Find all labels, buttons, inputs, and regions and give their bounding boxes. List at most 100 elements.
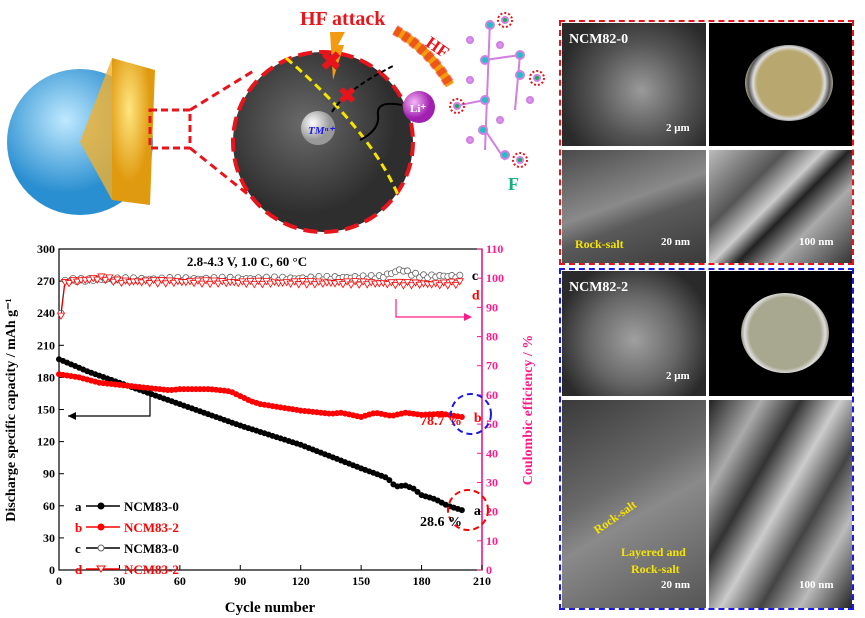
x-tick-label: 60 [174,574,186,588]
sample-name: NCM82-0 [569,32,629,47]
series-d-point [250,281,259,289]
series-c-point [412,269,419,277]
series-d-point [407,282,416,290]
lightning-icon [330,32,345,80]
legend-key: c [75,541,81,556]
series-d-point [109,278,118,287]
highlight-circle-a [447,489,489,531]
series-d-point [161,280,170,288]
binder-molecule-icon [449,12,545,168]
sem-image [562,23,706,146]
series-a-point [458,507,465,514]
scale-label: 2 μm [666,122,690,134]
y2-tick-label: 90 [486,300,498,314]
arrowhead-icon [68,412,76,420]
series-d-point [201,277,211,285]
x-tick-label: 180 [413,574,431,588]
legend-marker [96,565,106,573]
series-d-point [395,278,404,287]
x-tick-label: 0 [56,574,62,588]
series-d-point [242,280,251,289]
series-d-point [451,281,461,290]
y-axis-label: Discharge specific capacity / mAh g⁻¹ [4,298,19,522]
series-d-point [101,276,110,285]
series-c-end-label: c [472,269,478,284]
series-b-end-label: b [474,411,482,426]
series-d-point [443,282,452,290]
y-tick-label: 300 [37,242,55,256]
series-d-point [383,281,392,289]
series-d-point [137,279,146,287]
ncm82-2-micrographs: NCM82-2 2 μm Rock-salt Layered and Rock-… [559,268,854,610]
x-tick-label: 210 [473,574,491,588]
series-d-point [415,281,424,290]
series-d-point [254,277,263,285]
sample-name: NCM82-2 [569,280,629,295]
series-d-point [266,280,275,288]
series-d-point [298,278,307,286]
series-a-point [414,488,421,495]
series-d-point [117,279,126,288]
y-tick-label: 240 [37,306,55,320]
y-tick-label: 90 [43,467,55,481]
series-d-point [354,281,364,289]
arrowhead-icon [464,313,472,321]
y-tick-label: 60 [43,499,55,513]
series-d-point [153,280,162,288]
series-d-point [105,274,114,282]
legend-label: NCM83-2 [124,520,179,535]
y2-tick-label: 60 [486,388,498,402]
tem-image [562,150,706,263]
x-tick-label: 30 [113,574,125,588]
blocked-x-icon: ✖ [320,47,342,76]
y2-tick-label: 70 [486,359,498,373]
series-d-point [149,277,158,285]
sem-image [562,271,706,396]
particle-sphere-icon [7,58,192,215]
y-tick-label: 270 [37,274,55,288]
series-d-point [85,276,94,284]
series-d-end-label: d [472,289,480,304]
series-d-point [435,282,444,290]
series-d-point [302,281,311,289]
series-d-point [145,280,154,288]
series-d-point [286,280,295,288]
rock-salt-label: Rock-salt [575,237,624,251]
y2-tick-label: 20 [486,505,498,519]
series-d-point [362,281,372,289]
y2-tick-label: 80 [486,330,498,344]
series-d-point [399,282,408,290]
y-tick-label: 150 [37,403,55,417]
series-d-point [391,282,400,290]
y-tick-label: 30 [43,531,55,545]
series-a-point [410,485,417,492]
rock-salt-label-2: Rock-salt [631,562,680,576]
series-d-point [455,278,465,286]
series-d-point [350,278,360,286]
y2-tick-label: 10 [486,534,498,548]
cycling-chart: 0 30 60 90 120 150 180 210030609012015018021024… [4,242,536,616]
plot-frame [58,248,483,571]
left-axis-arrow-icon [68,390,151,417]
retention-b-label: 78.7 % [420,414,462,429]
legend-label: NCM83-0 [124,499,179,514]
x-tick-label: 120 [292,574,310,588]
scale-label: 20 nm [661,579,691,591]
legend-key: d [75,562,83,577]
li-ion-icon [403,91,435,123]
legend-key: a [75,499,82,514]
y2-axis-label: Coulombic efficiency / % [521,335,536,485]
series-d-point [346,281,356,289]
legend-label: NCM83-2 [124,562,179,577]
x-tick-label: 90 [234,574,246,588]
y-tick-label: 180 [37,370,55,384]
scale-label: 2 μm [666,370,690,382]
legend-key: b [75,520,82,535]
series-d-point [294,281,303,289]
series-a-point [382,474,389,481]
series-d-point [234,280,243,288]
series-a-end-label: a [474,504,481,519]
electrode-photo [709,271,852,396]
layered-label: Layered and [621,545,686,559]
y2-tick-label: 40 [486,446,498,460]
